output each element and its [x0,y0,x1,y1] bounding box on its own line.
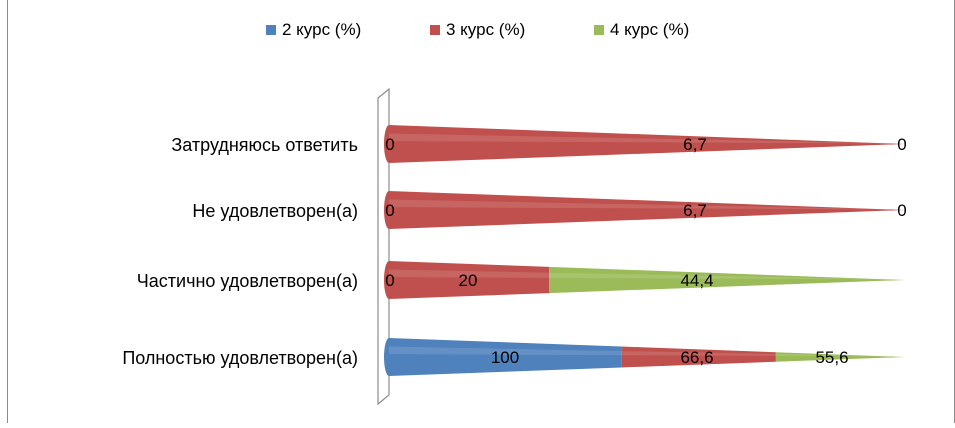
cone-segment-3-курс-4 [621,346,776,368]
cone-base-1 [384,125,394,163]
data-label-3-2: 20 [459,271,478,290]
data-label-3-3: 44,4 [680,271,713,290]
data-label-1-2: 6,7 [683,135,707,154]
data-labels: 0 6,7 0 0 6,7 0 0 20 44,4 100 66,6 55,6 [385,135,906,367]
cone-base-4 [384,338,394,376]
cone-highlight-1 [389,133,905,144]
cone-highlight-4 [389,346,905,357]
data-label-4-3: 55,6 [815,348,848,367]
category-label-3: Частично удовлетворен(а) [137,271,358,291]
cone-2 [384,191,905,229]
legend-label-2: 3 курс (%) [446,20,525,39]
data-label-2-2: 6,7 [683,201,707,220]
data-label-2-3: 0 [897,201,906,220]
data-label-2-1: 0 [385,201,394,220]
legend: 2 курс (%) 3 курс (%) 4 курс (%) [266,20,689,39]
cone-3 [384,261,905,299]
data-label-1-1: 0 [385,135,394,154]
legend-item-1: 2 курс (%) [266,20,361,39]
data-label-4-2: 66,6 [680,348,713,367]
cone-segment-4-курс-3 [549,266,905,294]
cone-base-2 [384,191,394,229]
legend-item-3: 4 курс (%) [594,20,689,39]
data-label-4-1: 100 [491,348,519,367]
data-label-1-3: 0 [897,135,906,154]
cone-segment-3-курс-3 [389,261,550,299]
cone-segment-3-курс-2 [389,191,905,229]
cone-4 [384,338,905,376]
category-label-2: Не удовлетворен(а) [192,201,358,221]
legend-label-3: 4 курс (%) [610,20,689,39]
cone-segment-4-курс-4 [775,352,905,362]
legend-label-1: 2 курс (%) [282,20,361,39]
cone-segment-3-курс-1 [389,125,905,163]
cone-base-3 [384,261,394,299]
category-label-4: Полностью удовлетворен(а) [122,348,358,368]
legend-swatch-1 [266,25,276,35]
category-labels: Затрудняюсь ответить Не удовлетворен(а) Ча… [122,135,358,368]
cone-highlight-2 [389,199,905,210]
axis-wall [377,87,390,406]
legend-swatch-2 [430,25,440,35]
cone-1 [384,125,905,163]
category-label-1: Затрудняюсь ответить [171,135,358,155]
bars [384,125,905,376]
legend-item-2: 3 курс (%) [430,20,525,39]
cone-highlight-3 [389,269,905,280]
data-label-3-1: 0 [385,271,394,290]
cone-segment-2-курс-4 [389,338,622,376]
legend-swatch-3 [594,25,604,35]
